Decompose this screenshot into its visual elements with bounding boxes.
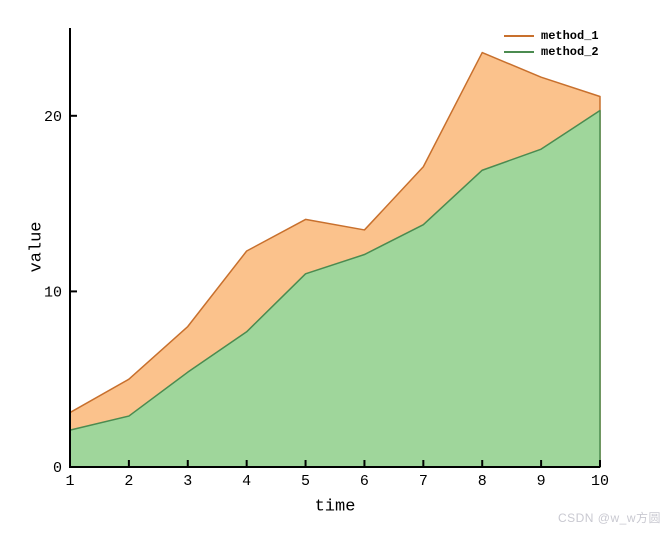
- x-tick-label: 1: [65, 473, 74, 490]
- x-tick-label: 5: [301, 473, 310, 490]
- x-tick-label: 4: [242, 473, 251, 490]
- y-tick-label: 10: [44, 284, 62, 301]
- y-tick-label: 20: [44, 109, 62, 126]
- watermark: CSDN @w_w方圆: [557, 511, 661, 525]
- legend-label-method-1: method_1: [541, 29, 599, 43]
- legend-line-method-2-icon: [504, 51, 534, 53]
- x-tick-label: 8: [478, 473, 487, 490]
- x-tick-label: 2: [124, 473, 133, 490]
- legend-label-method-2: method_2: [541, 45, 599, 59]
- x-tick-label: 6: [360, 473, 369, 490]
- area-method_2: [69, 109, 601, 468]
- legend-item-method-2: method_2: [504, 45, 599, 59]
- x-tick-label: 9: [537, 473, 546, 490]
- legend: method_1 method_2: [504, 29, 599, 59]
- y-tick-label: 0: [53, 460, 62, 477]
- x-axis-title: time: [314, 497, 356, 517]
- legend-item-method-1: method_1: [504, 29, 599, 43]
- y-axis-title: value: [27, 221, 47, 273]
- x-tick-label: 10: [591, 473, 609, 490]
- legend-line-method-1-icon: [504, 35, 534, 37]
- x-tick-label: 3: [183, 473, 192, 490]
- x-tick-label: 7: [419, 473, 428, 490]
